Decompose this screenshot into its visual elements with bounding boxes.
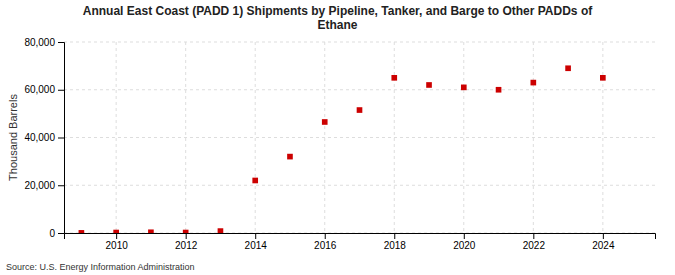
y-axis-title: Thousand Barrels: [7, 94, 19, 181]
point: [461, 85, 467, 91]
tick-y: 60,000: [24, 84, 64, 95]
tick-label-x: 2020: [453, 240, 476, 251]
grid: [64, 42, 655, 233]
point: [391, 75, 397, 81]
tick-mark-y: [58, 42, 64, 43]
y-axis: 0 20,000 40,000 60,000 80,000: [24, 37, 64, 239]
tick-x: 2014: [245, 233, 268, 251]
tick-label-x: 2022: [523, 240, 546, 251]
point: [148, 229, 154, 233]
point: [113, 230, 119, 233]
tick-y: 20,000: [24, 180, 64, 191]
tick-mark-y: [58, 233, 64, 234]
point: [600, 75, 606, 81]
tick-label-y: 20,000: [24, 180, 55, 191]
grid-line-y: [64, 185, 655, 186]
axis-line-x: [65, 234, 656, 240]
grid-line-y: [64, 89, 655, 90]
tick-x: 2012: [175, 233, 198, 251]
source: Source: U.S. Energy Information Administ…: [6, 262, 195, 272]
tick-x: 2024: [592, 233, 615, 251]
tick-label-x: 2018: [384, 240, 407, 251]
point: [357, 107, 363, 113]
point: [218, 228, 224, 233]
tick-y: 80,000: [24, 37, 64, 48]
points: [79, 65, 606, 233]
tick-mark-x: [603, 233, 604, 239]
tick-y: 0: [49, 228, 64, 239]
tick-mark-x: [116, 233, 117, 239]
axis-line-y: [58, 43, 65, 234]
tick-x: 2020: [453, 233, 476, 251]
tick-mark-x: [533, 233, 534, 239]
grid-line-y: [64, 42, 655, 43]
tick-mark-x: [325, 233, 326, 239]
grid-line-x: [255, 42, 256, 233]
grid-line-x: [463, 42, 464, 233]
plot: 2010 2012 2014 2016 2018 2020 2022 2024 0 20,000 4…: [24, 37, 655, 251]
point: [496, 87, 502, 93]
point: [565, 65, 571, 71]
tick-label-x: 2016: [314, 240, 337, 251]
tick-label-y: 80,000: [24, 37, 55, 48]
tick-mark-x: [464, 233, 465, 239]
tick-mark-y: [58, 90, 64, 91]
title-line: Ethane: [317, 18, 357, 32]
tick-label-y: 0: [49, 228, 55, 239]
tick-mark-x: [394, 233, 395, 239]
point: [530, 80, 536, 86]
title: Annual East Coast (PADD 1) Shipments by …: [83, 4, 593, 32]
point: [183, 230, 189, 233]
point: [252, 178, 258, 184]
tick-mark-x: [255, 233, 256, 239]
tick-label-x: 2024: [592, 240, 615, 251]
point: [79, 230, 85, 233]
point: [426, 82, 432, 88]
tick-x: 2010: [106, 233, 129, 251]
tick-y: 40,000: [24, 132, 64, 143]
tick-x: 2018: [384, 233, 407, 251]
grid-line-y: [64, 137, 655, 138]
title-line: Annual East Coast (PADD 1) Shipments by …: [83, 4, 593, 18]
chart: 2010 2012 2014 2016 2018 2020 2022 2024 0 20,000 4…: [0, 0, 675, 275]
tick-label-y: 60,000: [24, 84, 55, 95]
tick-mark-y: [58, 185, 64, 186]
tick-mark-x: [186, 233, 187, 239]
tick-label-x: 2010: [106, 240, 129, 251]
tick-x: 2016: [314, 233, 337, 251]
point: [287, 154, 293, 160]
grid-line-x: [116, 42, 117, 233]
grid-line-x: [602, 42, 603, 233]
tick-label-x: 2012: [175, 240, 198, 251]
tick-label-y: 40,000: [24, 132, 55, 143]
tick-label-x: 2014: [245, 240, 268, 251]
tick-mark-y: [58, 138, 64, 139]
tick-x: 2022: [523, 233, 546, 251]
point: [322, 119, 328, 125]
x-axis: 2010 2012 2014 2016 2018 2020 2022 2024: [65, 233, 656, 251]
